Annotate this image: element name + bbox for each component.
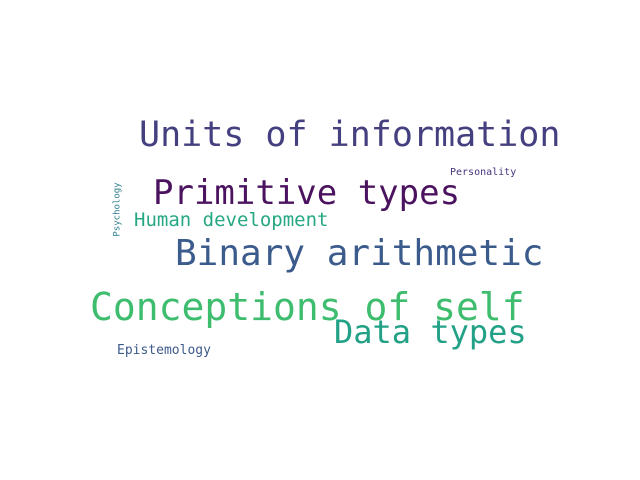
word-units-of-information: Units of information	[139, 115, 561, 155]
word-epistemology: Epistemology	[117, 343, 211, 358]
word-personality: Personality	[450, 167, 517, 178]
word-human-development: Human development	[134, 209, 329, 231]
word-data-types: Data types	[334, 313, 527, 351]
word-psychology: Psychology	[112, 182, 123, 237]
word-conceptions-of-self: Conceptions of self	[90, 285, 525, 329]
word-binary-arithmetic: Binary arithmetic	[175, 233, 544, 274]
word-primitive-types: Primitive types	[153, 173, 461, 213]
